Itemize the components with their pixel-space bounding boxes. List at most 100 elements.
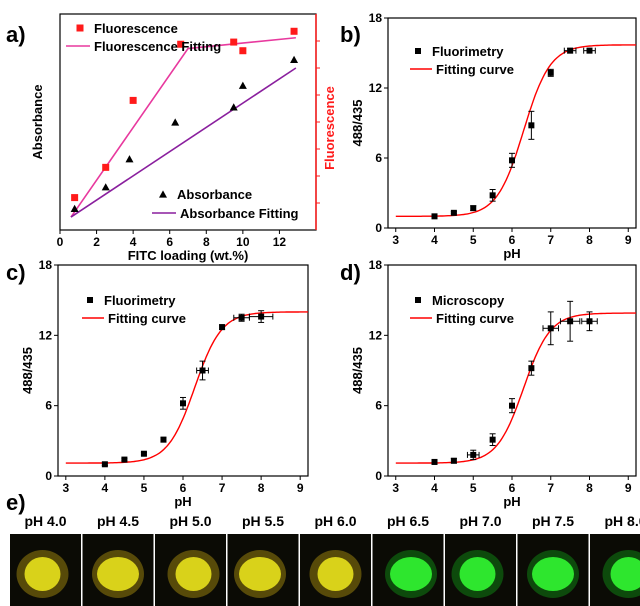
particle (24, 557, 61, 591)
panel-letter: c) (6, 260, 26, 285)
y-axis-title-right: Fluorescence (322, 86, 337, 170)
x-axis-title: pH (503, 246, 520, 261)
x-tick-label: 7 (547, 481, 554, 495)
x-tick-label: 6 (166, 235, 173, 249)
absorbance-point (101, 183, 110, 191)
particle (97, 557, 139, 591)
data-point (567, 47, 574, 54)
particle (175, 557, 212, 591)
fluorescence-point (239, 47, 247, 55)
data-point (547, 325, 554, 332)
y-tick-label: 6 (45, 399, 52, 413)
legend-marker-data (415, 297, 421, 303)
fluorescence-fit-line (70, 36, 296, 218)
absorbance-point (229, 103, 238, 111)
x-tick-label: 2 (93, 235, 100, 249)
data-point (470, 451, 477, 458)
fluorescence-point (102, 163, 110, 171)
panel-b: b) 3 4 5 6 7 8 9 0 6 12 18 pH 488/435 Fluorimetry Fitti… (340, 11, 637, 261)
y-tick-label: 18 (39, 258, 53, 272)
x-tick-label: 10 (236, 235, 250, 249)
x-tick-label: 9 (297, 481, 304, 495)
x-tick-label: 8 (586, 481, 593, 495)
ph-tile-label: pH 4.0 (24, 513, 66, 529)
data-point (489, 192, 496, 199)
data-point (528, 122, 535, 129)
legend-marker-data (415, 48, 421, 54)
ph-image-tile: pH 5.5 (227, 513, 299, 606)
x-tick-label: 7 (219, 481, 226, 495)
y-tick-label: 18 (369, 258, 383, 272)
panel-c: c) 3 4 5 6 7 8 9 0 6 12 18 pH 488/435 Fluorimetry Fitti… (6, 258, 309, 509)
ph-image-tile: pH 6.5 (372, 513, 444, 606)
particle (532, 557, 574, 591)
x-tick-label: 6 (509, 233, 516, 247)
data-point (431, 458, 438, 465)
fluorescence-point (177, 40, 185, 48)
x-tick-label: 4 (130, 235, 137, 249)
x-tick-label: 8 (258, 481, 265, 495)
x-tick-label: 6 (509, 481, 516, 495)
ph-image-tile: pH 5.0 (155, 513, 226, 606)
particle (390, 557, 432, 591)
fluorescence-point (129, 96, 137, 104)
ph-image-tile: pH 7.0 (445, 513, 516, 606)
particle (317, 557, 354, 591)
legend-label-fit: Fitting curve (436, 62, 514, 77)
x-tick-label: 5 (470, 233, 477, 247)
ph-image-tile: pH 8.0 (590, 513, 640, 606)
x-tick-label: 12 (273, 235, 287, 249)
y-axis-title: 488/435 (350, 347, 365, 394)
particle (459, 557, 496, 591)
legend-label-fluorescence-fit: Fluorescence Fitting (94, 39, 221, 54)
y-axis-title: Absorbance (30, 84, 45, 159)
x-axis-title: pH (503, 494, 520, 509)
ph-image-tile: pH 6.0 (300, 513, 371, 606)
particle (239, 557, 281, 591)
data-point (180, 400, 186, 407)
legend-label-data: Microscopy (432, 293, 505, 308)
data-point (586, 318, 593, 325)
data-point (199, 367, 206, 374)
legend-marker-fluorescence (76, 24, 84, 32)
x-tick-label: 8 (586, 233, 593, 247)
data-point (470, 205, 477, 212)
ph-image-tile: pH 4.5 (82, 513, 154, 606)
y-axis-title: 488/435 (20, 347, 35, 394)
panel-letter: d) (340, 260, 361, 285)
ph-tile-label: pH 5.0 (169, 513, 211, 529)
legend-label-fit: Fitting curve (436, 311, 514, 326)
panel-letter: b) (340, 22, 361, 47)
legend-label-absorbance-fit: Absorbance Fitting (180, 206, 299, 221)
x-tick-label: 9 (625, 233, 632, 247)
particle (610, 557, 640, 591)
y-tick-label: 6 (375, 151, 382, 165)
ph-tile-label: pH 8.0 (604, 513, 640, 529)
panel-d: d) 3 4 5 6 7 8 9 0 6 12 18 pH 488/435 Microscopy Fittin… (340, 258, 637, 509)
data-point (101, 461, 108, 468)
absorbance-fit-line (70, 67, 297, 218)
panel-letter: a) (6, 22, 26, 47)
fluorescence-point (230, 38, 238, 46)
ph-image-tile: pH 7.5 (517, 513, 589, 606)
data-point (528, 365, 535, 372)
ph-tile-label: pH 4.5 (97, 513, 139, 529)
legend-label-data: Fluorimetry (104, 293, 176, 308)
ph-tile-label: pH 6.0 (314, 513, 356, 529)
absorbance-point (70, 204, 79, 212)
data-point (509, 402, 515, 409)
data-point (509, 157, 515, 164)
fluorescence-point (290, 27, 298, 35)
x-tick-label: 3 (392, 233, 399, 247)
fluorescence-point (71, 194, 79, 202)
x-axis-title: pH (174, 494, 191, 509)
y-axis-title: 488/435 (350, 100, 365, 147)
x-tick-label: 0 (57, 235, 64, 249)
y-tick-label: 6 (375, 399, 382, 413)
ph-tile-label: pH 7.5 (532, 513, 574, 529)
y-tick-label: 12 (39, 328, 53, 342)
legend-label-absorbance: Absorbance (177, 187, 252, 202)
absorbance-point (290, 55, 299, 63)
